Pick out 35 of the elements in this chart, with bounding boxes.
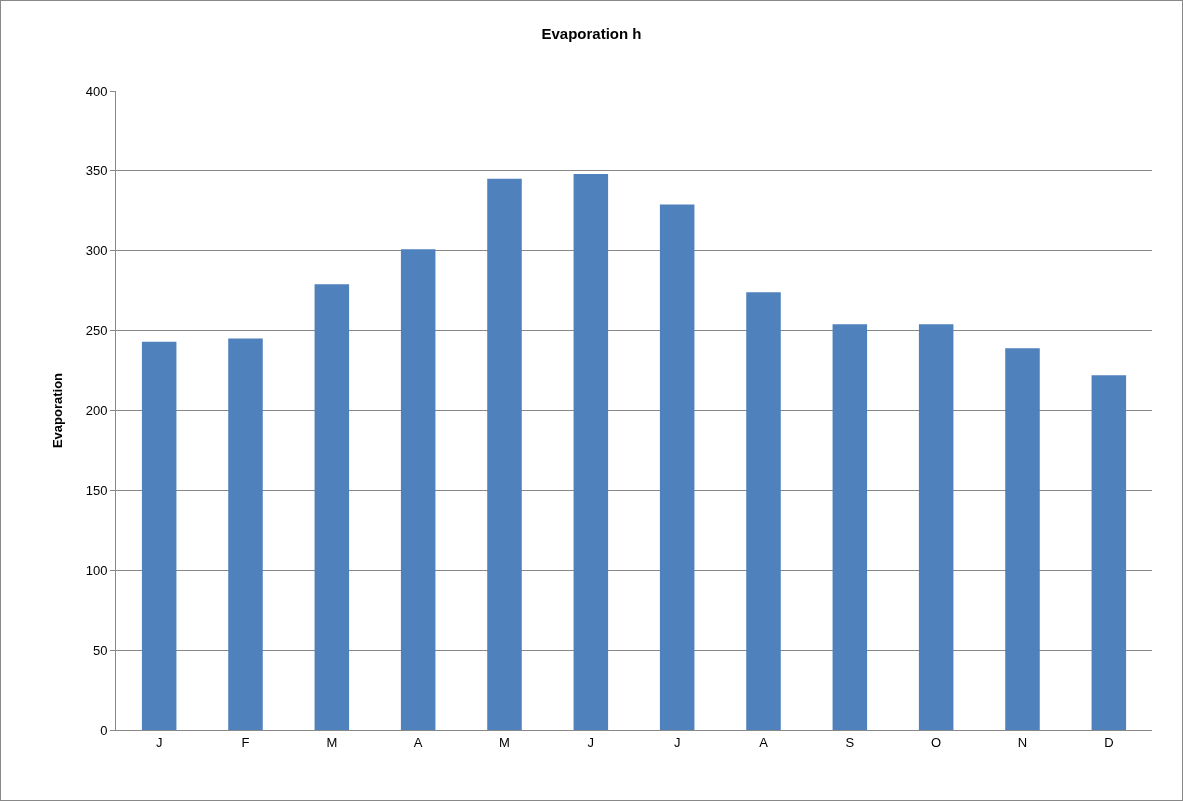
y-tick-label: 350 — [85, 163, 108, 179]
y-tick-label: 100 — [85, 562, 108, 578]
y-tick-label: 50 — [92, 642, 108, 658]
x-tick-label: N — [1017, 734, 1028, 750]
x-tick-label: M — [499, 734, 510, 750]
x-tick-label: D — [1104, 734, 1114, 750]
x-tick-label: A — [759, 734, 769, 750]
bar — [746, 292, 781, 730]
bar — [573, 174, 609, 730]
y-tick-label: 400 — [85, 83, 108, 99]
bar — [1091, 375, 1127, 730]
bar — [918, 324, 954, 730]
x-tick-label: F — [241, 734, 250, 750]
y-tick-label: 200 — [85, 403, 108, 419]
x-tick-label: J — [587, 734, 595, 750]
bar — [314, 284, 350, 730]
x-tick-label: J — [155, 734, 163, 750]
y-tick-label: 250 — [85, 323, 108, 339]
bar — [141, 341, 177, 730]
bar — [228, 338, 263, 730]
x-tick-label: S — [845, 734, 855, 750]
bar — [1005, 348, 1040, 730]
y-tick-label: 150 — [85, 482, 108, 498]
bar — [487, 178, 522, 730]
y-tick-label: 0 — [100, 722, 108, 738]
y-axis-title: Evaporation — [49, 372, 65, 449]
x-tick-label: A — [413, 734, 423, 750]
y-tick-label: 300 — [85, 243, 108, 259]
bar — [832, 324, 868, 730]
bar — [659, 204, 695, 730]
x-tick-label: O — [931, 734, 942, 750]
chart-title: Evaporation h — [541, 25, 642, 43]
x-tick-label: M — [326, 734, 338, 750]
x-tick-label: J — [673, 734, 681, 750]
bar — [400, 249, 436, 730]
